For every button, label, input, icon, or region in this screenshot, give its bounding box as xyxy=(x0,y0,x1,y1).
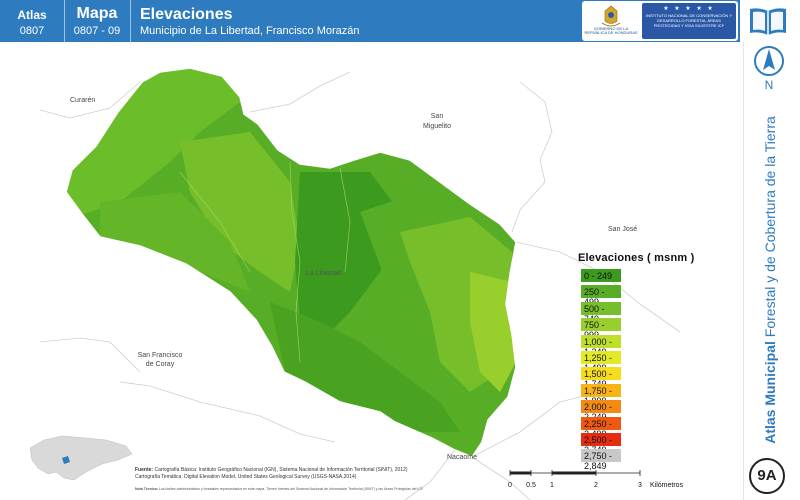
scale-tick-3: 2 xyxy=(594,482,598,489)
legend-swatch: 250 - 499 xyxy=(581,285,621,307)
legend-swatch: 1,250 - 1,499 xyxy=(581,350,621,373)
icf-logo-text: INSTITUTO NACIONAL DE CONSERVACIÓN Y DES… xyxy=(645,13,732,28)
scale-tick-2: 1 xyxy=(550,482,554,489)
scale-tick-1: 0.5 xyxy=(526,482,536,489)
legend-swatch: 2,250 - 2,499 xyxy=(581,416,621,439)
legend-row: 750 - 999 xyxy=(578,317,718,340)
map-title: Elevaciones xyxy=(140,6,233,23)
place-san-miguelito-2: Miguelito xyxy=(422,123,451,130)
place-san-miguelito-1: San xyxy=(430,113,444,120)
sidebar xyxy=(743,42,800,500)
legend-row: 2,750 - 2,849 xyxy=(578,448,718,471)
header-bar: Atlas 0807 Mapa 0807 - 09 Elevaciones Mu… xyxy=(0,0,740,42)
scale-tick-4: 3 xyxy=(638,482,642,489)
legend-label: 0 - 249 xyxy=(584,271,613,281)
atlas-vertical-title: Atlas Municipal Forestal y de Cobertura … xyxy=(762,116,778,444)
scale-bar: 0 0.5 1 2 3 Kilómetros xyxy=(508,470,684,489)
legend-swatch: 2,500 - 2,749 xyxy=(581,432,621,455)
legend-row: 0 - 249 xyxy=(578,268,718,284)
map-subtitle: Municipio de La Libertad, Francisco Mora… xyxy=(140,25,360,37)
place-san-jose: San José xyxy=(608,226,638,233)
legend-swatch: 750 - 999 xyxy=(581,318,621,340)
technical-note-text: Los límites administrativos y forestales… xyxy=(158,487,424,491)
map-badge: 9A xyxy=(749,458,785,494)
north-letter: N xyxy=(764,78,774,92)
atlas-vertical-title-bold: Atlas Municipal xyxy=(762,341,778,444)
technical-note: Nota Técnica: Los límites administrativo… xyxy=(135,487,465,491)
legend-title: Elevaciones ( msnm ) xyxy=(578,252,695,264)
institution-logos: GOBIERNO DE LA REPÚBLICA DE HONDURAS ★ ★… xyxy=(582,1,738,41)
road-lines xyxy=(39,71,681,500)
legend-row: 500 - 749 xyxy=(578,301,718,324)
atlas-label: Atlas xyxy=(17,8,47,22)
legend-row: 250 - 499 xyxy=(578,284,718,307)
mapa-cell: Mapa 0807 - 09 xyxy=(64,0,131,42)
legend-swatch: 500 - 749 xyxy=(581,301,621,324)
legend-row: 1,500 - 1,749 xyxy=(578,366,718,389)
scale-unit: Kilómetros xyxy=(650,482,684,489)
legend-swatch: 1,500 - 1,749 xyxy=(581,367,621,389)
legend-swatch: 1,000 - 1,249 xyxy=(581,334,621,357)
place-nacaome: Nacaome xyxy=(447,454,477,461)
legend-row: 1,750 - 1,999 xyxy=(578,383,718,406)
scale-tick-0: 0 xyxy=(508,482,512,489)
atlas-code: 0807 xyxy=(19,25,45,37)
place-la-libertad: La Libertad xyxy=(306,270,342,277)
north-arrow-icon xyxy=(754,46,784,76)
source-text: Fuente: Cartografía Básica: Instituto Ge… xyxy=(135,467,465,481)
legend-swatch: 2,000 - 2,249 xyxy=(581,400,621,422)
municipality-boundary xyxy=(65,67,517,458)
place-curaren: Curarén xyxy=(70,97,96,104)
legend-row: 2,000 - 2,249 xyxy=(578,399,718,422)
source-label: Fuente: xyxy=(135,467,154,473)
honduras-inset-map xyxy=(29,435,133,481)
legend-row: 2,500 - 2,749 xyxy=(578,432,718,455)
legend-swatch: 0 - 249 xyxy=(581,269,621,282)
place-san-francisco-1: San Francisco xyxy=(137,352,183,359)
source-line-2: Cartografía Temática: Digital Elevation … xyxy=(135,474,357,480)
municipality-terrain xyxy=(66,68,516,457)
stream-lines xyxy=(179,161,351,363)
place-san-francisco-2: de Coray xyxy=(145,361,175,368)
mapa-label: Mapa xyxy=(76,5,118,22)
technical-note-label: Nota Técnica: xyxy=(135,487,158,491)
legend-row: 2,250 - 2,499 xyxy=(578,416,718,439)
atlas-cell: Atlas 0807 xyxy=(0,0,65,42)
legend-swatch: 2,750 - 2,849 xyxy=(581,449,621,471)
government-seal-text: GOBIERNO DE LA REPÚBLICA DE HONDURAS xyxy=(584,26,638,35)
open-book-icon xyxy=(750,8,786,36)
legend-rows: 0 - 249 250 - 499500 - 749750 - 9991,000 … xyxy=(578,268,718,471)
legend-swatch: 1,750 - 1,999 xyxy=(581,383,621,406)
legend-row: 1,250 - 1,499 xyxy=(578,350,718,373)
legend-row: 1,000 - 1,249 xyxy=(578,334,718,357)
atlas-vertical-title-rest: Forestal y de Cobertura de la Tierra xyxy=(762,116,778,342)
elevation-map xyxy=(39,67,681,500)
stars-icon: ★ ★ ★ ★ ★ xyxy=(663,6,715,12)
elevation-legend: Elevaciones ( msnm ) 0 - 249 250 - 499500… xyxy=(578,252,718,471)
government-seal-logo xyxy=(584,3,638,39)
source-line-1: Cartografía Básica: Instituto Geográfico… xyxy=(154,467,408,473)
mapa-code: 0807 - 09 xyxy=(73,25,121,37)
icf-logo: ★ ★ ★ ★ ★ INSTITUTO NACIONAL DE CONSERVA… xyxy=(642,3,736,39)
legend-label: 2,750 - 2,849 xyxy=(584,451,613,472)
location-marker-icon xyxy=(62,456,70,464)
